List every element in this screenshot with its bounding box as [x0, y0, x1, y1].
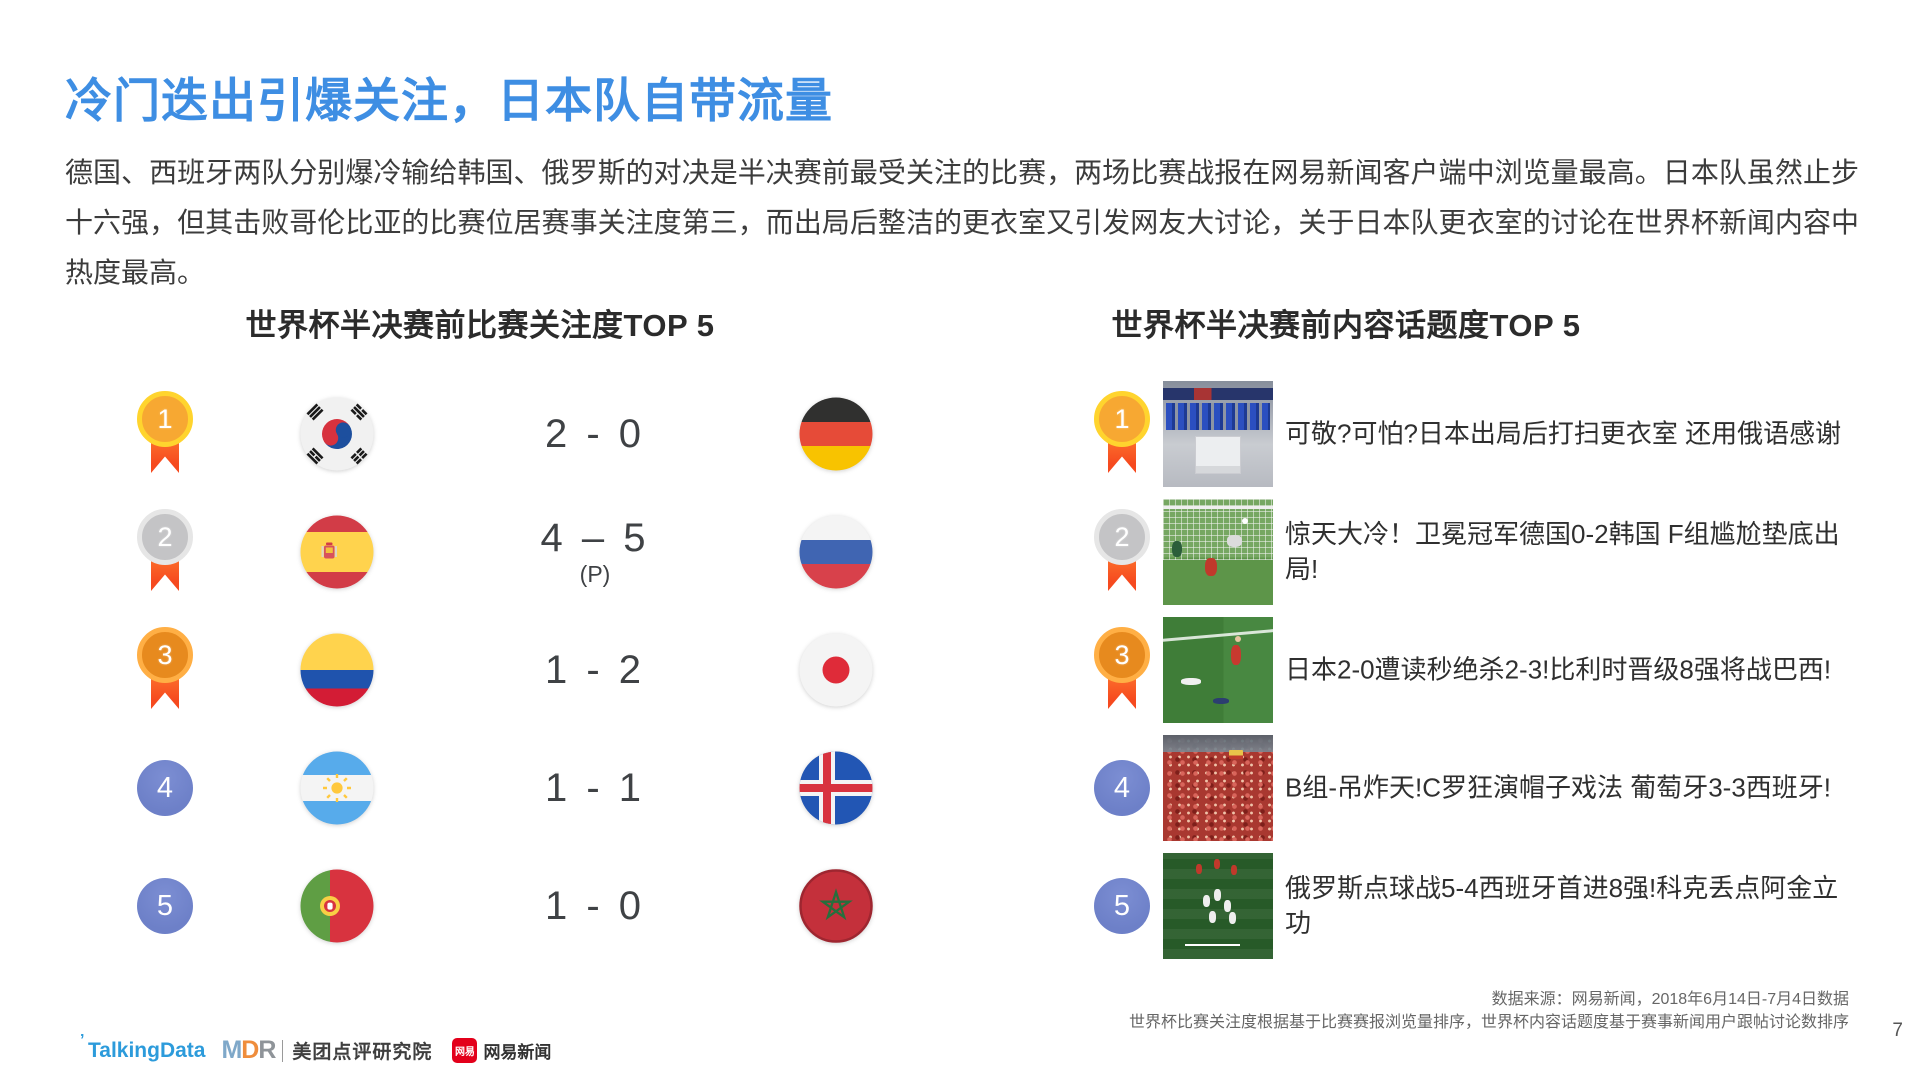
- content-topic-panel: 1 可敬?可怕?日本出局后打扫更衣室 还用俄语感谢 2 惊天大冷！卫冕冠军德国0…: [1050, 295, 1860, 975]
- footer-logos: TalkingData M D R 美团点评研究院 网易 网易新闻: [80, 1032, 552, 1065]
- flag-russia-icon: [799, 515, 873, 589]
- rank-number: 2: [137, 509, 193, 565]
- score-block: 1 - 2: [475, 648, 715, 692]
- match-score: 1 - 2: [544, 648, 646, 692]
- rank-circle-icon: 4: [137, 760, 193, 816]
- data-source-line2: 世界杯比赛关注度根据基于比赛赛报浏览量排序，世界杯内容话题度基于赛事新闻用户跟帖…: [1128, 1014, 1849, 1031]
- page-number: 7: [1892, 1020, 1903, 1041]
- match-score: 1 - 1: [544, 766, 646, 810]
- rank-number: 3: [137, 627, 193, 683]
- match-row-5: 5 1 - 0: [130, 853, 920, 959]
- logo-divider: [282, 1039, 284, 1062]
- summary-paragraph: 德国、西班牙两队分别爆冷输给韩国、俄罗斯的对决是半决赛前最受关注的比赛，两场比赛…: [65, 157, 1859, 288]
- news-photo-portugal-spain-fans: [1163, 735, 1273, 841]
- silver-medal-icon: 2: [137, 509, 193, 601]
- match-score: 2 - 0: [544, 412, 646, 456]
- news-headline: 惊天大冷！卫冕冠军德国0-2韩国 F组尴尬垫底出局!: [1285, 519, 1840, 584]
- talkingdata-logo: TalkingData: [80, 1032, 206, 1063]
- news-headline: 可敬?可怕?日本出局后打扫更衣室 还用俄语感谢: [1285, 418, 1842, 449]
- mdr-logo: M D R: [221, 1036, 276, 1065]
- rank-number: 3: [1094, 627, 1150, 683]
- topic-row-4: 4 B组-吊炸天!C罗狂演帽子戏法 葡萄牙3-3西班牙!: [1050, 735, 1860, 841]
- gold-medal-icon: 1: [1094, 391, 1150, 483]
- flag-portugal-icon: [300, 869, 374, 943]
- news-headline: B组-吊炸天!C罗狂演帽子戏法 葡萄牙3-3西班牙!: [1285, 772, 1832, 803]
- news-photo-japan-belgium: [1163, 617, 1273, 723]
- meituan-dianping-institute-logo: 美团点评研究院: [292, 1042, 433, 1063]
- score-block: 1 - 1: [475, 766, 715, 810]
- flag-japan-icon: [799, 633, 873, 707]
- news-photo-germany-korea: [1163, 499, 1273, 605]
- topic-row-2: 2 惊天大冷！卫冕冠军德国0-2韩国 F组尴尬垫底出局!: [1050, 499, 1860, 605]
- left-section-title: 世界杯半决赛前比赛关注度TOP 5: [245, 308, 715, 343]
- silver-medal-icon: 2: [1094, 509, 1150, 601]
- score-block: 1 - 0: [475, 884, 715, 928]
- rank-circle-icon: 5: [1094, 878, 1150, 934]
- match-row-3: 3 1 - 2: [130, 617, 920, 723]
- flag-argentina-icon: [300, 751, 374, 825]
- gold-medal-icon: 1: [137, 391, 193, 483]
- data-source-line1: 数据来源：网易新闻，2018年6月14日-7月4日数据: [1491, 991, 1849, 1008]
- rank-circle-icon: 4: [1094, 760, 1150, 816]
- netease-badge-icon: 网易: [452, 1038, 478, 1063]
- news-headline: 俄罗斯点球战5-4西班牙首进8强!科克丢点阿金立功: [1285, 873, 1839, 938]
- topic-row-1: 1 可敬?可怕?日本出局后打扫更衣室 还用俄语感谢: [1050, 381, 1860, 487]
- flag-iceland-icon: [799, 751, 873, 825]
- score-block: 4 – 5 (P): [475, 516, 715, 588]
- rank-circle-icon: 5: [137, 878, 193, 934]
- page-title: 冷门迭出引爆关注，日本队自带流量: [65, 74, 833, 127]
- flag-colombia-icon: [300, 633, 374, 707]
- netease-news-logo: 网易新闻: [483, 1043, 552, 1062]
- news-photo-russia-spain: [1163, 853, 1273, 959]
- flag-germany-icon: [799, 397, 873, 471]
- right-section-title: 世界杯半决赛前内容话题度TOP 5: [1111, 308, 1581, 343]
- news-headline: 日本2-0遭读秒绝杀2-3!比利时晋级8强将战巴西!: [1285, 654, 1832, 685]
- news-photo-locker-room: [1163, 381, 1273, 487]
- bronze-medal-icon: 3: [137, 627, 193, 719]
- penalty-note: (P): [579, 561, 611, 587]
- flag-morocco-icon: [799, 869, 873, 943]
- match-score: 1 - 0: [544, 884, 646, 928]
- topic-row-5: 5 俄罗斯点球战5-4西班牙首进8强!科克丢点阿金立功: [1050, 853, 1860, 959]
- bronze-medal-icon: 3: [1094, 627, 1150, 719]
- mdr-letter-m: M: [221, 1036, 242, 1064]
- match-attention-panel: 1: [130, 295, 920, 975]
- match-row-1: 1: [130, 381, 920, 487]
- rank-number: 2: [1094, 509, 1150, 565]
- topic-row-3: 3 日本2-0遭读秒绝杀2-3!比利时晋级8强将战巴西!: [1050, 617, 1860, 723]
- match-score: 4 – 5: [540, 516, 650, 560]
- match-row-4: 4 1 - 1: [130, 735, 920, 841]
- rank-number: 1: [1094, 391, 1150, 447]
- mdr-letter-r: R: [258, 1036, 276, 1064]
- score-block: 2 - 0: [475, 412, 715, 456]
- match-row-2: 2 4 – 5 (P): [130, 499, 920, 605]
- mdr-letter-d: D: [241, 1036, 259, 1064]
- rank-number: 1: [137, 391, 193, 447]
- data-source-note: 数据来源：网易新闻，2018年6月14日-7月4日数据 世界杯比赛关注度根据基于…: [1129, 988, 1849, 1034]
- flag-spain-icon: [300, 515, 374, 589]
- flag-south-korea-icon: [300, 397, 374, 471]
